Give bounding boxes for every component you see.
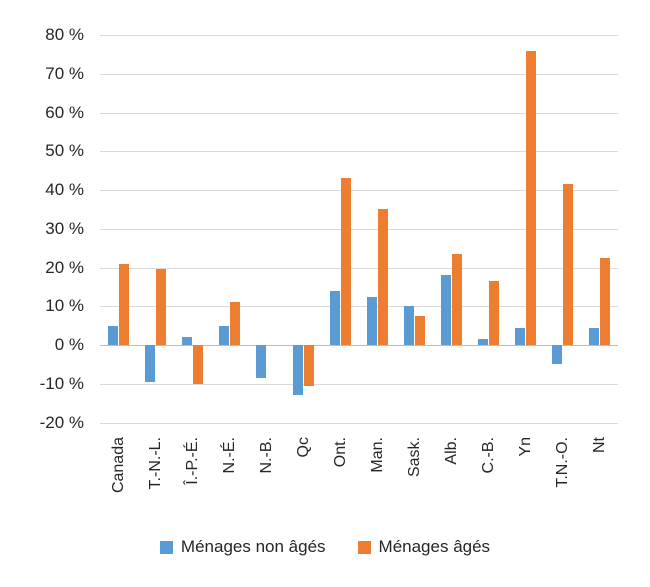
bar-menages-ages	[230, 302, 240, 345]
x-category-label: Canada	[109, 437, 127, 494]
bar-menages-ages	[304, 345, 314, 386]
bar-menages-non-ages	[367, 296, 377, 345]
bar-menages-ages	[452, 253, 462, 345]
bar-menages-ages	[526, 50, 536, 345]
bar-menages-non-ages	[293, 345, 303, 396]
bar-menages-non-ages	[256, 345, 266, 378]
gridline	[100, 112, 618, 114]
bar-menages-ages	[119, 263, 129, 345]
bar-menages-non-ages	[404, 306, 414, 345]
y-tick-label: -10 %	[39, 373, 84, 393]
legend-label-menages-ages: Ménages âgés	[378, 537, 491, 556]
legend-swatch-orange-icon	[357, 540, 371, 554]
x-category-label: T.-N.-L.	[146, 437, 164, 490]
bar-menages-non-ages	[108, 325, 118, 345]
x-category-label: Yn	[516, 437, 534, 457]
bar-menages-non-ages	[552, 345, 562, 365]
legend-swatch-blue-icon	[159, 540, 173, 554]
y-tick-label: 40 %	[45, 180, 84, 199]
x-category-label: Man.	[368, 437, 386, 473]
legend-label-menages-non-ages: Ménages non âgés	[180, 537, 326, 556]
bar-menages-ages	[156, 269, 166, 345]
y-tick-label: 0 %	[54, 335, 84, 354]
x-category-label: Alb.	[442, 437, 460, 465]
bar-menages-non-ages	[330, 290, 340, 345]
y-tick-label: 50 %	[45, 141, 84, 161]
y-tick-label: 30 %	[45, 218, 84, 238]
gridline	[100, 151, 618, 153]
bar-menages-non-ages	[589, 327, 599, 345]
gridline	[100, 190, 618, 191]
x-category-label: Nt	[590, 437, 608, 453]
gridline	[100, 383, 618, 385]
legend: Ménages non âgés Ménages âgés	[0, 537, 650, 557]
y-tick-label: 60 %	[45, 102, 84, 122]
gridline	[100, 35, 618, 36]
bar-menages-ages	[193, 345, 203, 384]
bar-menages-ages	[415, 315, 425, 345]
y-tick-label: -20 %	[39, 412, 84, 432]
bar-menages-non-ages	[441, 275, 451, 345]
bar-menages-ages	[489, 281, 499, 345]
x-category-label: Sask.	[405, 437, 423, 478]
x-category-label: Qc	[294, 437, 312, 458]
legend-item-menages-ages: Ménages âgés	[357, 537, 491, 557]
bar-menages-non-ages	[515, 327, 525, 345]
gridline	[100, 306, 618, 308]
y-tick-label: 70 %	[45, 63, 84, 83]
gridline	[100, 228, 618, 230]
bar-menages-non-ages	[219, 325, 229, 345]
gridline	[100, 422, 618, 424]
bar-menages-ages	[378, 209, 388, 345]
bar-menages-non-ages	[478, 339, 488, 345]
legend-item-menages-non-ages: Ménages non âgés	[159, 537, 326, 557]
zero-axis-line	[100, 345, 618, 346]
bar-menages-ages	[341, 178, 351, 345]
gridline	[100, 267, 618, 269]
bar-menages-ages	[563, 184, 573, 345]
y-tick-label: 20 %	[45, 257, 84, 277]
bar-menages-non-ages	[182, 337, 192, 345]
x-category-label: Ont.	[331, 437, 349, 468]
x-category-label: Î.-P.-É.	[183, 437, 201, 485]
bar-menages-ages	[600, 257, 610, 345]
x-category-label: T.N.-O.	[553, 437, 571, 488]
y-tick-label: 80 %	[45, 25, 84, 44]
x-category-label: C.-B.	[479, 437, 497, 474]
x-category-label: N.-B.	[257, 437, 275, 474]
plot-area	[100, 35, 618, 424]
x-category-label: N.-É.	[220, 437, 238, 474]
bar-menages-non-ages	[145, 345, 155, 382]
gridline	[100, 73, 618, 75]
y-tick-label: 10 %	[45, 296, 84, 316]
